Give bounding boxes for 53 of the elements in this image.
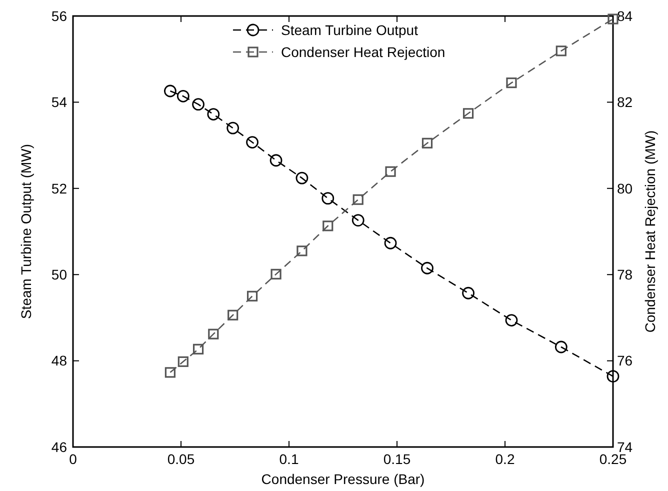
point (322, 220, 334, 232)
y2-tick-label: 84 (617, 8, 633, 24)
point (352, 214, 364, 226)
point (556, 46, 566, 56)
point (176, 90, 190, 102)
x-tick-label: 0.05 (167, 451, 195, 467)
y-tick-label: 52 (51, 180, 68, 196)
point (207, 108, 220, 120)
point (296, 172, 308, 184)
point (208, 328, 219, 340)
point (226, 122, 240, 134)
point (554, 340, 568, 354)
y-tick-label: 56 (51, 8, 68, 24)
legend-label: Condenser Heat Rejection (281, 44, 446, 60)
x-tick-label: 0.2 (495, 451, 515, 467)
point (192, 344, 204, 354)
point (505, 314, 518, 326)
point (228, 310, 238, 320)
y-tick-label: 54 (51, 94, 68, 110)
point (422, 138, 433, 148)
y-tick-label: 46 (51, 438, 68, 455)
point (384, 236, 397, 250)
y2-tick-label: 78 (617, 266, 633, 282)
y-tick-label: 50 (51, 266, 68, 282)
point (296, 246, 308, 256)
y2-tick-label: 80 (617, 180, 633, 196)
y2-tick-label: 76 (617, 352, 633, 369)
point (421, 262, 434, 274)
y2-axis-title: Condenser Heat Rejection (MW) (642, 130, 658, 333)
x-axis-title: Condenser Pressure (Bar) (261, 471, 425, 487)
point (164, 84, 176, 98)
point (352, 194, 364, 205)
point (164, 367, 176, 378)
point (192, 98, 204, 111)
point (178, 356, 188, 367)
y2-tick-label: 82 (617, 94, 633, 110)
point (246, 136, 258, 148)
x-tick-label: 0.15 (383, 451, 411, 467)
point (462, 108, 474, 119)
x-tick-label: 0 (69, 451, 78, 467)
point (246, 290, 258, 302)
point (322, 192, 334, 205)
y-tick-label: 48 (51, 352, 68, 369)
point (608, 14, 618, 24)
point (270, 154, 282, 167)
point (385, 166, 396, 177)
x-tick-label: 0.1 (279, 451, 299, 467)
legend-label: Steam Turbine Output (281, 22, 418, 38)
y-axis-title: Steam Turbine Output (MW) (18, 144, 34, 320)
point (506, 78, 517, 88)
point (270, 268, 282, 280)
point (462, 286, 474, 300)
point (606, 370, 620, 383)
